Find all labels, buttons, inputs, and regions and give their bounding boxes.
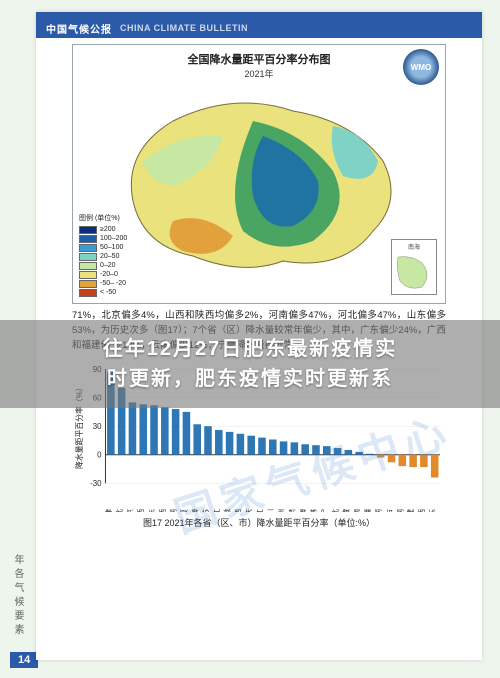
map-year: 2021年 bbox=[73, 67, 445, 80]
svg-text:北京: 北京 bbox=[125, 508, 134, 511]
legend-label: < -50 bbox=[100, 289, 116, 296]
svg-text:江西: 江西 bbox=[234, 508, 242, 511]
legend-row: ≥200 bbox=[79, 225, 149, 234]
header-title-en: CHINA CLIMATE BULLETIN bbox=[120, 23, 248, 33]
legend-label: -50– -20 bbox=[100, 280, 126, 287]
china-map-svg bbox=[103, 81, 413, 281]
legend-swatch bbox=[79, 253, 97, 261]
legend-label: 50–100 bbox=[100, 244, 123, 251]
svg-text:浙江: 浙江 bbox=[212, 508, 221, 511]
legend-row: -20–0 bbox=[79, 270, 149, 279]
header-title-cn: 中国气候公报 bbox=[46, 21, 112, 36]
precip-map-panel: 全国降水量距平百分率分布图 2021年 WMO 图例 (单位%) ≥200 100… bbox=[72, 44, 446, 304]
svg-text:-30: -30 bbox=[90, 479, 102, 488]
legend-label: 100–200 bbox=[100, 235, 127, 242]
svg-text:河北: 河北 bbox=[116, 508, 124, 511]
legend-row: 100–200 bbox=[79, 234, 149, 243]
headline-overlay: 往年12月27日肥东最新疫情实 时更新，肥东疫情实时更新系 bbox=[0, 320, 500, 408]
legend-row: < -50 bbox=[79, 288, 149, 297]
svg-text:山东: 山东 bbox=[147, 508, 156, 511]
legend-label: 0–20 bbox=[100, 262, 116, 269]
svg-text:西藏: 西藏 bbox=[341, 508, 350, 511]
legend-swatch bbox=[79, 280, 97, 288]
svg-text:吉林: 吉林 bbox=[309, 508, 318, 511]
svg-text:宁夏: 宁夏 bbox=[179, 508, 188, 511]
svg-text:安徽: 安徽 bbox=[223, 508, 232, 511]
svg-text:甘肃: 甘肃 bbox=[287, 508, 296, 511]
svg-text:山西: 山西 bbox=[136, 508, 145, 511]
legend-row: 50–100 bbox=[79, 243, 149, 252]
svg-text:河南: 河南 bbox=[169, 508, 178, 511]
svg-text:黑龙江: 黑龙江 bbox=[255, 508, 264, 511]
svg-text:贵州: 贵州 bbox=[277, 508, 286, 511]
svg-text:湖北: 湖北 bbox=[331, 508, 340, 511]
header-bar: 中国气候公报 CHINA CLIMATE BULLETIN bbox=[36, 18, 482, 38]
svg-text:重庆: 重庆 bbox=[244, 508, 253, 511]
svg-text:上海: 上海 bbox=[190, 508, 199, 511]
svg-text:海南: 海南 bbox=[374, 508, 383, 511]
sidebar-vertical-text: 年各气候要素 bbox=[10, 554, 25, 638]
legend-label: 20–50 bbox=[100, 253, 119, 260]
legend-swatch bbox=[79, 289, 97, 297]
svg-text:云南: 云南 bbox=[395, 508, 404, 511]
map-legend: 图例 (单位%) ≥200 100–200 50–100 20–50 0–20 -20–0… bbox=[79, 213, 149, 297]
legend-swatch bbox=[79, 226, 97, 234]
svg-text:江苏: 江苏 bbox=[201, 508, 210, 511]
svg-text:青海: 青海 bbox=[298, 508, 307, 511]
overlay-line-1: 往年12月27日肥东最新疫情实 bbox=[12, 334, 488, 364]
svg-text:新疆: 新疆 bbox=[363, 508, 372, 511]
legend-row: 20–50 bbox=[79, 252, 149, 261]
legend-label: -20–0 bbox=[100, 271, 118, 278]
svg-text:天津: 天津 bbox=[105, 508, 113, 511]
svg-text:30: 30 bbox=[93, 422, 102, 431]
legend-row: -50– -20 bbox=[79, 279, 149, 288]
svg-text:0: 0 bbox=[97, 450, 102, 459]
svg-text:四川: 四川 bbox=[267, 508, 275, 511]
legend-swatch bbox=[79, 271, 97, 279]
page-number: 14 bbox=[10, 652, 38, 668]
south-sea-inset: 南海 bbox=[391, 239, 437, 295]
svg-text:辽宁: 辽宁 bbox=[320, 508, 329, 511]
map-title: 全国降水量距平百分率分布图 bbox=[73, 51, 445, 67]
svg-text:广东: 广东 bbox=[428, 508, 437, 511]
svg-text:陕西: 陕西 bbox=[158, 508, 167, 511]
inset-label: 南海 bbox=[392, 242, 436, 251]
legend-swatch bbox=[79, 262, 97, 270]
legend-swatch bbox=[79, 235, 97, 243]
svg-text:福建: 福建 bbox=[406, 508, 415, 511]
svg-text:内蒙古: 内蒙古 bbox=[385, 508, 394, 511]
wmo-logo-icon: WMO bbox=[403, 49, 439, 85]
chart-caption: 图17 2021年各省（区、市）降水量距平百分率（单位:%） bbox=[72, 516, 446, 529]
legend-title: 图例 (单位%) bbox=[79, 213, 149, 223]
svg-text:广西: 广西 bbox=[417, 508, 426, 511]
legend-label: ≥200 bbox=[100, 226, 116, 233]
overlay-line-2: 时更新，肥东疫情实时更新系 bbox=[12, 364, 488, 394]
legend-row: 0–20 bbox=[79, 261, 149, 270]
legend-swatch bbox=[79, 244, 97, 252]
svg-text:湖南: 湖南 bbox=[352, 508, 361, 511]
